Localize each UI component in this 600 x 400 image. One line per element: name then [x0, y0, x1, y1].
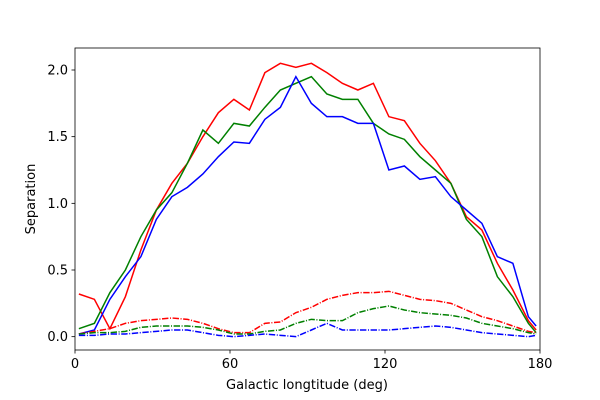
- line-series: [78, 62, 537, 331]
- y-tick-label: 2.0: [47, 64, 68, 79]
- axes-frame: [74, 47, 541, 351]
- line-series: [78, 290, 537, 335]
- y-tick-label: 0.0: [47, 330, 68, 345]
- y-axis-label: Separation: [24, 164, 39, 235]
- x-axis-label: Galactic longtitude (deg): [226, 378, 388, 393]
- y-tick-label: 0.5: [47, 264, 68, 279]
- x-tick-label: 60: [222, 357, 239, 372]
- line-series: [78, 75, 537, 334]
- line-series: [78, 75, 537, 335]
- y-tick-label: 1.0: [47, 197, 68, 212]
- x-tick-label: 180: [528, 357, 553, 372]
- line-series: [78, 322, 537, 338]
- line-series: [78, 305, 537, 335]
- x-tick-label: 120: [373, 357, 398, 372]
- x-tick-label: 0: [71, 357, 79, 372]
- y-tick-label: 1.5: [47, 130, 68, 145]
